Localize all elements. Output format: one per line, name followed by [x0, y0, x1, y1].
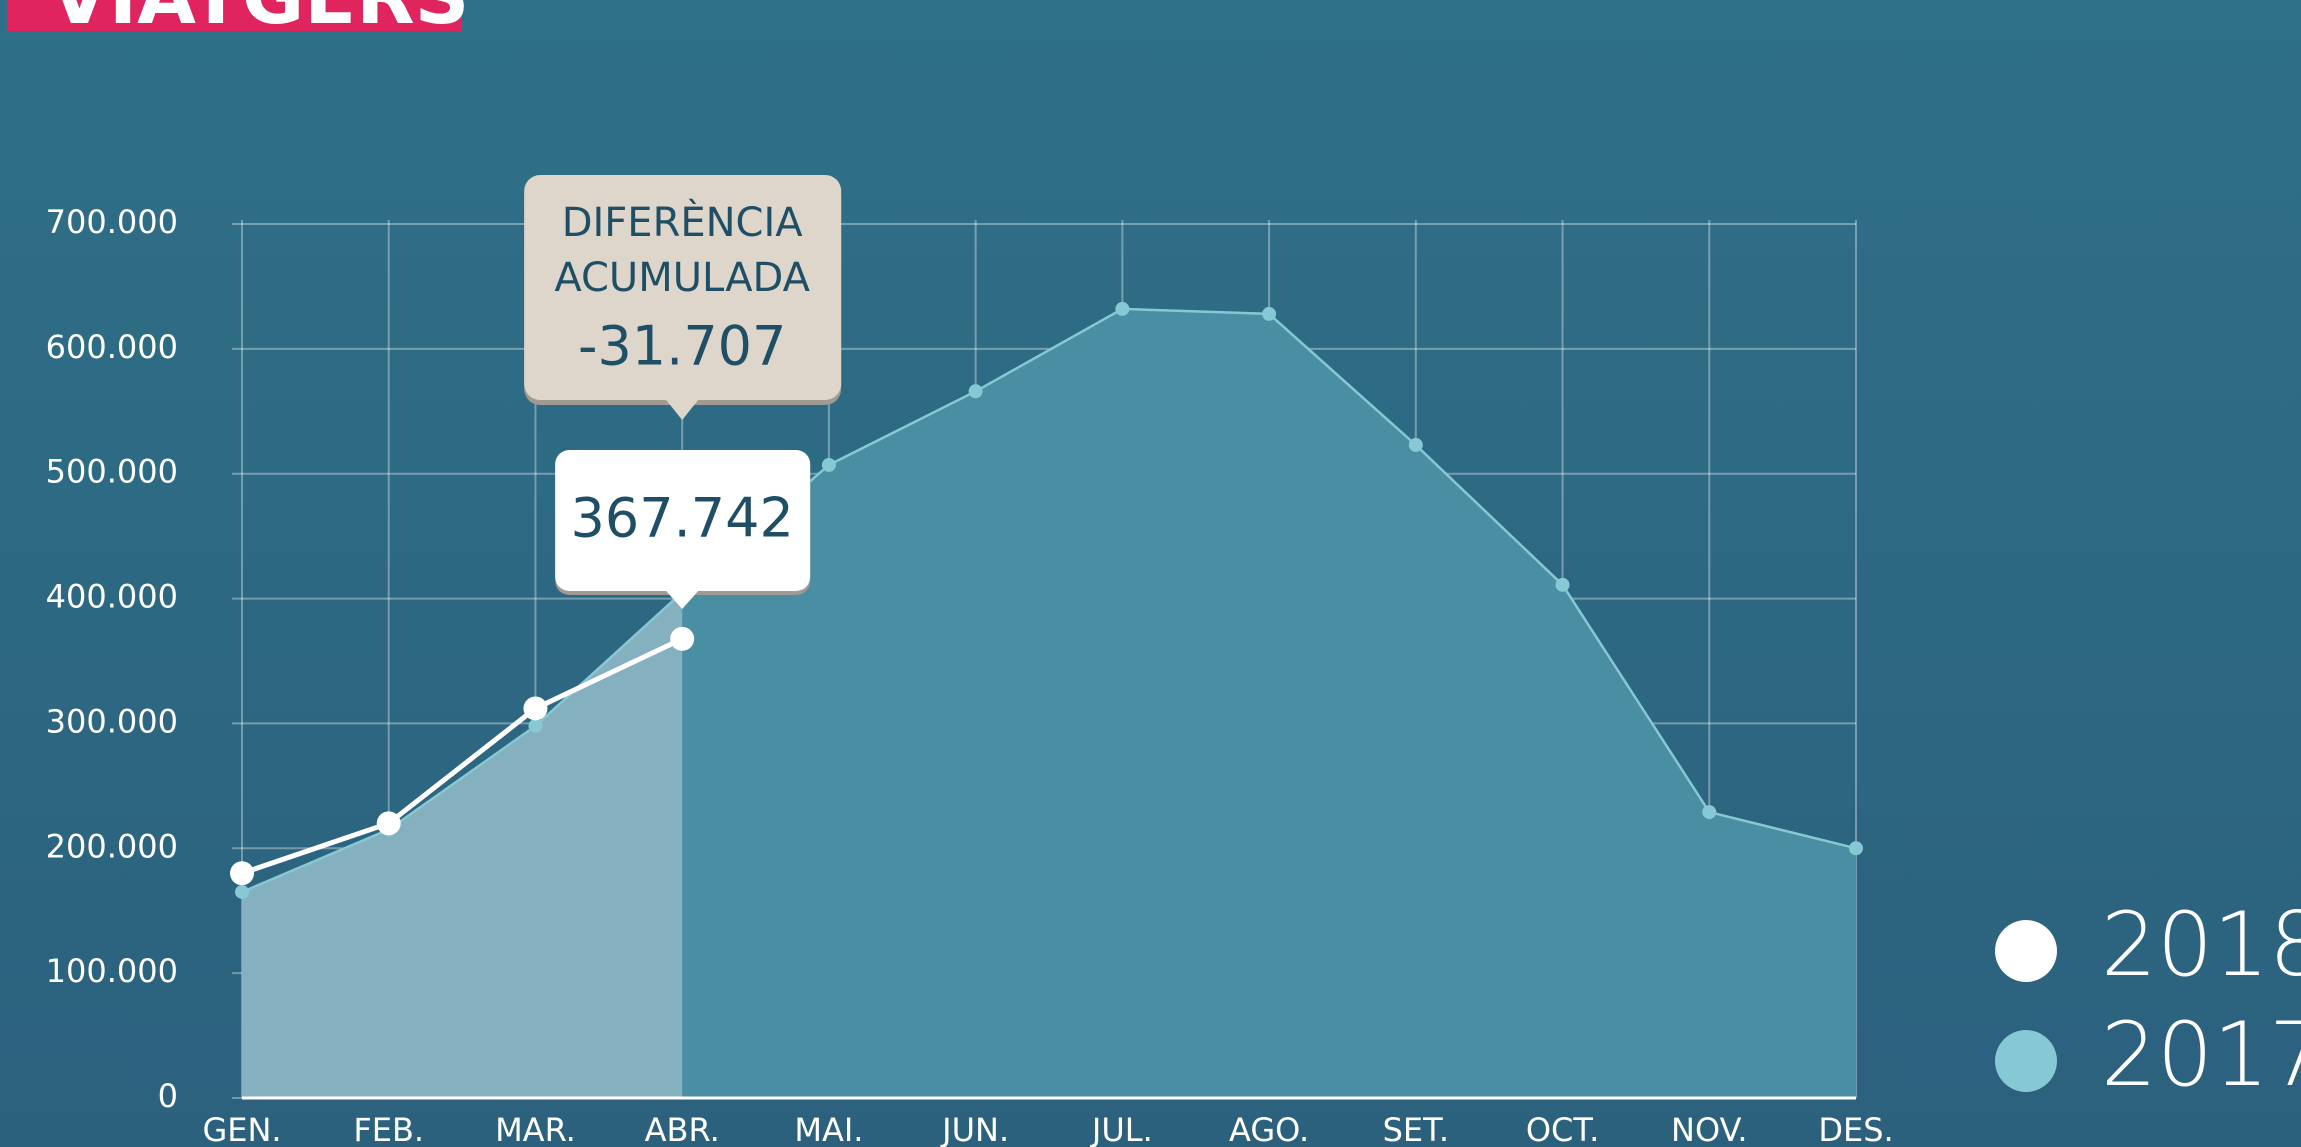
value-label: 367.742: [571, 487, 794, 550]
annotation-box: [524, 175, 842, 400]
point-2018: [376, 811, 401, 836]
point-2018: [523, 696, 548, 721]
point-2018: [230, 861, 254, 886]
point-2018: [670, 626, 695, 651]
point-2017: [821, 457, 836, 472]
line-2017: [241, 307, 1857, 894]
point-2017: [235, 884, 249, 899]
point-2017: [528, 718, 543, 733]
legend-swatch: [1995, 1030, 2057, 1092]
x-tick-label: JUL.: [1090, 1111, 1153, 1147]
legend-swatch: [1995, 920, 2057, 982]
x-tick-label: JUN.: [940, 1111, 1009, 1147]
area-elapsed: [242, 592, 683, 1098]
y-tick-label: 0: [158, 1077, 178, 1115]
x-tick-label: DES.: [1818, 1111, 1893, 1147]
y-tick-label: 200.000: [46, 827, 178, 865]
y-tick-label: 600.000: [46, 328, 178, 366]
x-tick-label: MAI.: [794, 1111, 863, 1147]
point-2017: [1555, 577, 1570, 592]
point-2017: [1262, 306, 1277, 321]
annotation-value: -31.707: [578, 315, 786, 378]
x-tick-label: AGO.: [1229, 1111, 1309, 1147]
annotation-pointer: [666, 400, 699, 420]
value-label-box: [555, 450, 811, 591]
x-tick-label: FEB.: [353, 1111, 424, 1147]
legend-label: 2017: [2101, 1003, 2301, 1106]
y-tick-label: 500.000: [46, 453, 178, 491]
value-label-pointer: [666, 591, 699, 609]
point-2017: [968, 384, 983, 399]
point-2017: [1702, 805, 1717, 820]
point-2017: [1115, 301, 1130, 316]
y-tick-label: 400.000: [46, 578, 178, 616]
y-tick-label: 700.000: [46, 203, 178, 241]
point-2017: [1408, 437, 1423, 452]
y-tick-label: 300.000: [46, 702, 178, 740]
x-tick-label: NOV.: [1671, 1111, 1748, 1147]
x-tick-label: MAR.: [495, 1111, 576, 1147]
x-tick-label: ABR.: [645, 1111, 720, 1147]
annotation-label: DIFERÈNCIA ACUMULADA: [554, 198, 810, 301]
y-tick-label: 100.000: [46, 952, 178, 990]
point-2017: [1849, 841, 1863, 856]
title-box: [7, 0, 462, 31]
x-tick-label: SET.: [1383, 1111, 1449, 1147]
chart-title: VIATGERS: [50, 0, 469, 41]
x-tick-label: GEN.: [202, 1111, 281, 1147]
line-2018: [241, 636, 684, 876]
legend-label: 2018: [2101, 893, 2301, 996]
x-tick-label: OCT.: [1526, 1111, 1599, 1147]
